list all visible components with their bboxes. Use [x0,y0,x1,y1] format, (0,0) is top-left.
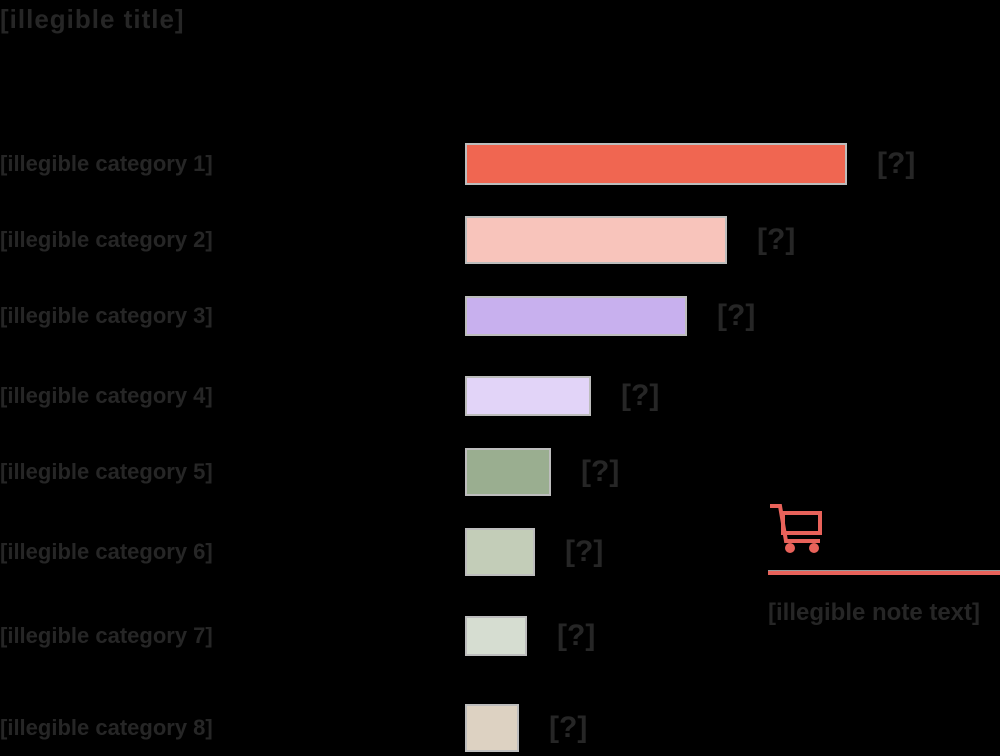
chart-title: [illegible title] [0,4,185,34]
bar [465,448,551,496]
bar [465,616,527,656]
bar-label: [illegible category 8] [0,715,213,740]
bar [465,528,535,576]
callout-divider [768,570,1000,575]
bar-label: [illegible category 4] [0,383,213,408]
bar-value: [?] [565,535,604,568]
bar-label: [illegible category 2] [0,227,213,252]
bar-label: [illegible category 6] [0,539,213,564]
bar-value: [?] [621,379,660,412]
bar [465,704,519,752]
bar-value: [?] [581,455,620,488]
bar-value: [?] [717,299,756,332]
bar [465,376,591,416]
bar [465,143,847,185]
bar [465,216,727,264]
bar-label: [illegible category 3] [0,303,213,328]
bar-value: [?] [557,619,596,652]
bar-label: [illegible category 1] [0,151,213,176]
bar-label: [illegible category 5] [0,459,213,484]
bar [465,296,687,336]
bar-label: [illegible category 7] [0,623,213,648]
bar-value: [?] [757,223,796,256]
bar-value: [?] [877,147,916,180]
shopping-cart-icon [770,504,822,553]
bar-value: [?] [549,711,588,744]
callout-note: [illegible note text] [768,599,981,626]
